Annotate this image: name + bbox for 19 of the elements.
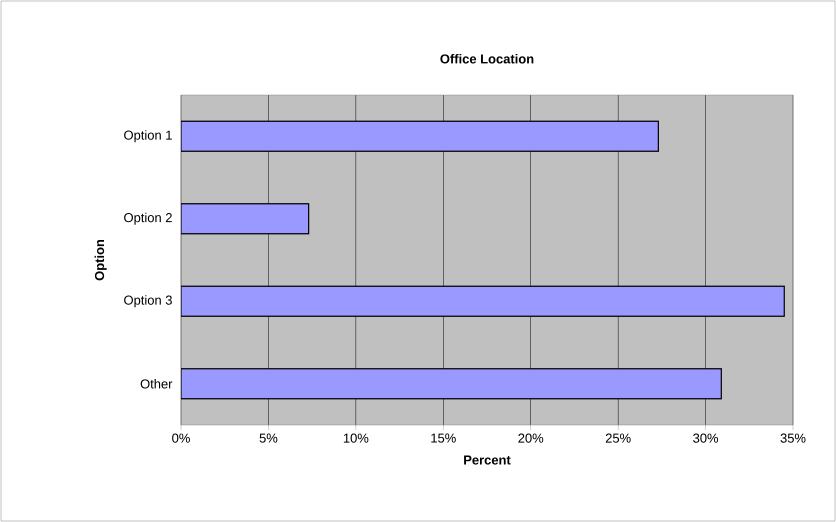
x-tick-label: 0% [172,434,190,443]
x-tick-label: 30% [693,434,718,443]
bar [181,368,722,400]
x-axis-title: Percent [464,456,511,465]
x-tick-label: 10% [344,434,368,443]
bar [181,203,310,234]
x-tick-label: 5% [260,434,278,443]
x-tick-label: 15% [431,434,456,443]
y-tick-label: Other [140,378,172,389]
x-tick-label: 35% [780,434,806,443]
bar [181,286,785,317]
y-axis-title: Option [94,240,107,280]
x-tick-label: 20% [518,434,544,443]
y-tick-label: Option 2 [124,212,172,225]
y-tick-label: Option 3 [124,295,172,308]
y-tick-label: Option 1 [124,130,172,142]
chart-title: Office Location [440,54,534,64]
x-tick-label: 25% [606,434,631,443]
bar [181,120,659,152]
